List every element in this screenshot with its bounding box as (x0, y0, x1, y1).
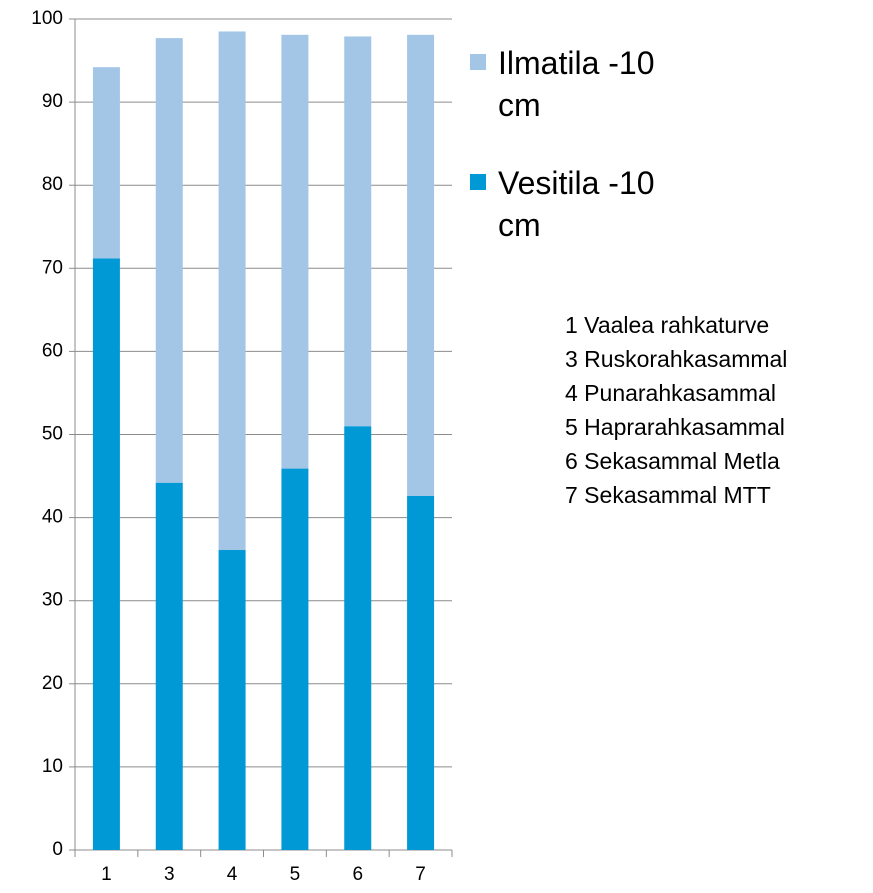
annotation: 6 Sekasammal Metla (565, 448, 780, 474)
legend-item: Vesitila -10 cm (470, 162, 700, 246)
bar-segment (155, 482, 183, 850)
x-tick-label: 1 (101, 864, 112, 885)
bar-segment (92, 258, 120, 850)
annotation: 1 Vaalea rahkaturve (565, 312, 770, 338)
x-tick-label: 6 (352, 864, 363, 885)
bar-segment (407, 34, 435, 496)
y-tick-label: 40 (42, 507, 63, 528)
y-tick-label: 10 (42, 756, 63, 777)
y-tick-label: 20 (42, 673, 63, 694)
legend-swatch (470, 54, 486, 70)
legend-label: Ilmatila -10 cm (498, 45, 655, 123)
annotation: 3 Ruskorahkasammal (565, 346, 788, 372)
y-tick-label: 0 (52, 839, 63, 860)
bar-segment (155, 38, 183, 483)
y-tick-label: 30 (42, 590, 63, 611)
x-tick-label: 7 (415, 864, 426, 885)
annotation: 4 Punarahkasammal (565, 380, 776, 406)
y-tick-label: 80 (42, 174, 63, 195)
x-tick-label: 4 (227, 864, 238, 885)
legend-swatch (470, 174, 486, 190)
legend-item: Ilmatila -10 cm (470, 42, 700, 126)
x-tick-label: 5 (290, 864, 301, 885)
bar-segment (218, 550, 246, 850)
y-tick-label: 70 (42, 257, 63, 278)
bar-segment (281, 468, 309, 850)
bar-segment (281, 34, 309, 469)
bar-segment (344, 36, 372, 427)
x-tick-label: 3 (164, 864, 175, 885)
annotation: 5 Haprarahkasammal (565, 414, 785, 440)
y-tick-label: 50 (42, 424, 63, 445)
bar-segment (218, 31, 246, 551)
bar-segment (407, 495, 435, 850)
y-tick-label: 100 (31, 8, 63, 29)
y-tick-label: 60 (42, 340, 63, 361)
y-tick-label: 90 (42, 91, 63, 112)
bar-segment (344, 426, 372, 850)
bar-segment (92, 67, 120, 259)
annotation: 7 Sekasammal MTT (565, 482, 771, 508)
legend-label: Vesitila -10 cm (498, 165, 655, 243)
